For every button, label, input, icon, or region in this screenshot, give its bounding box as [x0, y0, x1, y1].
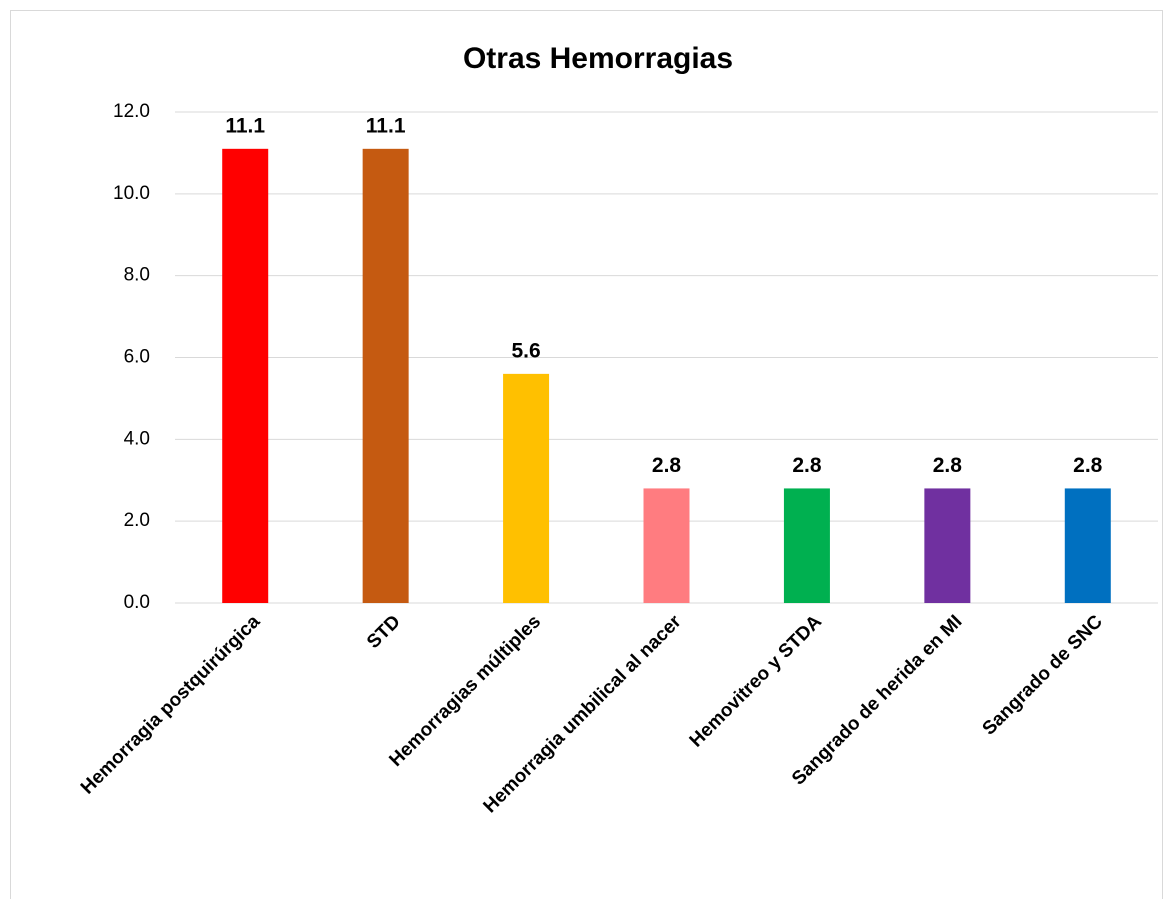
y-tick-label: 10.0 — [113, 183, 150, 204]
y-tick-label: 0.0 — [124, 592, 150, 613]
x-tick-label: Sangrado de SNC — [979, 611, 1108, 740]
x-tick-label: Hemorragias múltiples — [385, 611, 545, 771]
data-label: 2.8 — [652, 454, 682, 477]
x-tick-label: STD — [363, 611, 405, 653]
y-tick-label: 6.0 — [124, 347, 150, 368]
y-tick-label: 12.0 — [113, 101, 150, 122]
x-tick-label: Sangrado de herida en MI — [788, 611, 966, 789]
chart-title: Otras Hemorragias — [463, 42, 733, 75]
chart-border — [10, 10, 1163, 899]
bar — [643, 488, 690, 603]
y-tick-label: 8.0 — [124, 265, 150, 286]
data-label: 2.8 — [792, 454, 822, 477]
x-tick-label: Hemovitreo y STDA — [686, 611, 826, 751]
bar — [362, 148, 409, 603]
data-label: 11.1 — [366, 114, 406, 137]
x-tick-label: Hemorragia postquirúrgica — [77, 611, 265, 799]
bar — [222, 148, 269, 603]
y-tick-label: 4.0 — [124, 428, 150, 449]
data-label: 2.8 — [933, 454, 963, 477]
bar — [1064, 488, 1111, 603]
bar — [924, 488, 971, 603]
data-label: 5.6 — [511, 339, 540, 362]
data-label: 2.8 — [1073, 454, 1103, 477]
bar — [783, 488, 830, 603]
bar — [503, 373, 550, 603]
y-tick-label: 2.0 — [124, 510, 150, 531]
data-label: 11.1 — [225, 114, 265, 137]
